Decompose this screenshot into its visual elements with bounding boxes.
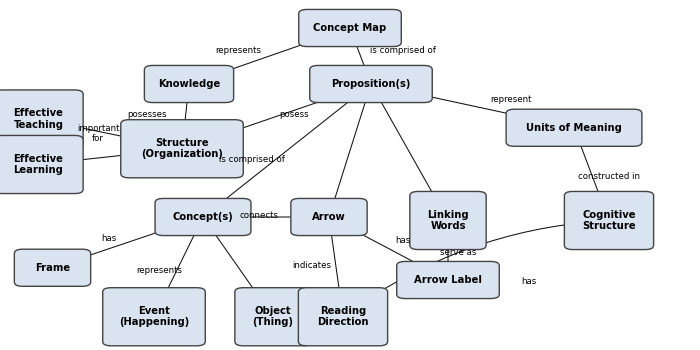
FancyBboxPatch shape (103, 288, 205, 346)
FancyBboxPatch shape (235, 288, 311, 346)
Text: Object
(Thing): Object (Thing) (253, 306, 293, 327)
FancyBboxPatch shape (0, 135, 83, 194)
Text: constructed in: constructed in (578, 172, 640, 181)
Text: serve as: serve as (440, 248, 477, 257)
Text: has: has (395, 236, 410, 245)
Text: Linking
Words: Linking Words (427, 210, 469, 231)
Text: Concept Map: Concept Map (314, 23, 386, 33)
Text: Arrow Label: Arrow Label (414, 275, 482, 285)
Text: Event
(Happening): Event (Happening) (119, 306, 189, 327)
Text: Effective
Learning: Effective Learning (13, 154, 64, 175)
FancyBboxPatch shape (309, 65, 432, 103)
Text: represent: represent (490, 95, 532, 104)
FancyBboxPatch shape (144, 65, 234, 103)
Text: posesses: posesses (127, 110, 167, 119)
Text: has: has (521, 277, 536, 286)
Text: Cognitive
Structure: Cognitive Structure (582, 210, 636, 231)
Text: Units of Meaning: Units of Meaning (526, 123, 622, 133)
Text: has: has (101, 234, 116, 243)
Text: connects: connects (239, 211, 279, 220)
Text: is comprised of: is comprised of (370, 46, 435, 55)
Text: indicates: indicates (292, 261, 331, 271)
Text: is comprised of: is comprised of (219, 155, 285, 164)
FancyBboxPatch shape (506, 109, 642, 146)
Text: represents: represents (136, 266, 183, 275)
Text: Structure
(Organization): Structure (Organization) (141, 138, 223, 159)
Text: Knowledge: Knowledge (158, 79, 220, 89)
Text: Arrow: Arrow (312, 212, 346, 222)
FancyBboxPatch shape (290, 198, 367, 236)
Text: Frame: Frame (35, 263, 70, 273)
FancyBboxPatch shape (397, 261, 499, 299)
Text: important
for: important for (77, 124, 119, 143)
Text: Reading
Direction: Reading Direction (317, 306, 369, 327)
FancyBboxPatch shape (564, 191, 654, 250)
FancyBboxPatch shape (0, 90, 83, 148)
Text: represents: represents (215, 46, 261, 55)
Text: Concept(s): Concept(s) (173, 212, 233, 222)
FancyBboxPatch shape (155, 198, 251, 236)
FancyBboxPatch shape (120, 120, 244, 178)
FancyBboxPatch shape (299, 9, 401, 47)
Text: Proposition(s): Proposition(s) (331, 79, 411, 89)
Text: posess: posess (279, 110, 309, 119)
Text: Effective
Teaching: Effective Teaching (13, 108, 64, 130)
FancyBboxPatch shape (298, 288, 388, 346)
FancyBboxPatch shape (14, 249, 91, 286)
FancyBboxPatch shape (410, 191, 486, 250)
